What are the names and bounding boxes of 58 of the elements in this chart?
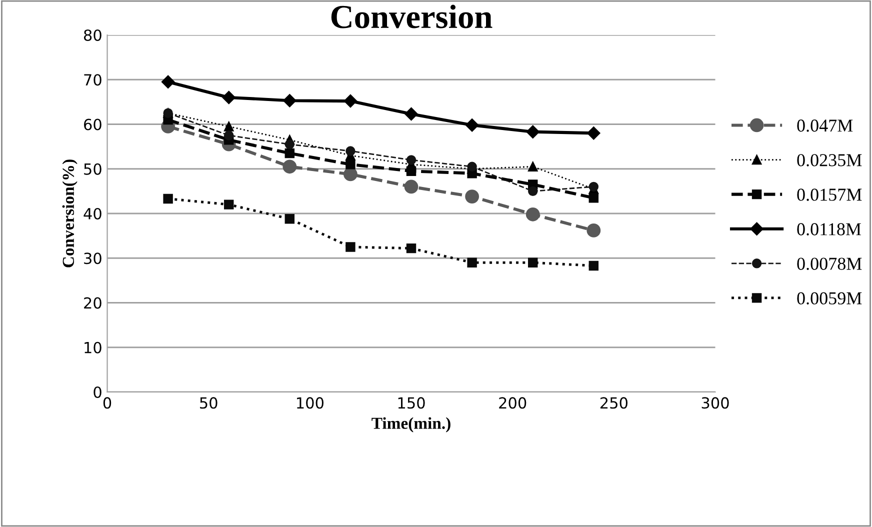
x-tick-label: 250 xyxy=(600,397,628,409)
x-tick-label: 200 xyxy=(499,397,526,409)
x-tick-label: 50 xyxy=(200,397,218,409)
chart-title: Conversion xyxy=(331,4,492,28)
point xyxy=(586,224,601,238)
point xyxy=(222,90,236,104)
point xyxy=(588,193,599,203)
point xyxy=(528,162,538,172)
point xyxy=(282,160,297,174)
y-tick-label: 10 xyxy=(84,342,102,354)
y-axis-title: Conversion(%) xyxy=(62,160,78,268)
point xyxy=(284,139,295,150)
point xyxy=(528,186,538,196)
point xyxy=(588,260,599,271)
legend-label: 0.047M xyxy=(797,120,853,132)
point xyxy=(284,214,295,224)
point xyxy=(224,122,234,132)
x-tick-label: 150 xyxy=(398,397,425,409)
point xyxy=(404,107,418,121)
point xyxy=(224,200,234,210)
x-tick-label: 300 xyxy=(702,397,729,409)
y-tick-label: 50 xyxy=(84,163,102,175)
legend-label: 0.0059M xyxy=(797,292,862,305)
point xyxy=(284,148,295,158)
y-tick-label: 20 xyxy=(84,297,102,309)
point xyxy=(161,75,175,88)
point xyxy=(163,194,173,204)
y-tick-label: 0 xyxy=(94,386,102,398)
x-tick-label: 100 xyxy=(297,397,324,409)
point xyxy=(404,180,418,194)
point xyxy=(526,207,540,222)
point xyxy=(465,190,479,204)
point xyxy=(406,166,416,176)
y-tick-label: 80 xyxy=(84,29,102,42)
x-tick-label: 0 xyxy=(103,397,112,409)
point xyxy=(587,126,600,140)
y-tick-label: 70 xyxy=(84,74,102,86)
point xyxy=(528,258,538,268)
point xyxy=(346,146,356,156)
point xyxy=(406,243,416,254)
point xyxy=(344,94,358,108)
point xyxy=(346,160,356,170)
point xyxy=(465,118,479,132)
y-tick-label: 60 xyxy=(84,118,102,130)
legend-label: 0.0157M xyxy=(797,188,862,201)
point xyxy=(344,167,358,182)
point xyxy=(224,130,234,140)
legend-label: 0.0118M xyxy=(797,223,862,236)
point xyxy=(526,125,540,138)
legend-label: 0.0078M xyxy=(797,258,862,270)
point xyxy=(283,94,296,108)
point xyxy=(346,242,356,252)
y-tick-label: 40 xyxy=(84,208,102,220)
point xyxy=(467,258,477,268)
y-tick-label: 30 xyxy=(84,252,102,264)
legend-label: 0.0235M xyxy=(797,154,862,166)
x-axis-title: Time(min.) xyxy=(372,417,450,432)
point xyxy=(406,155,416,165)
